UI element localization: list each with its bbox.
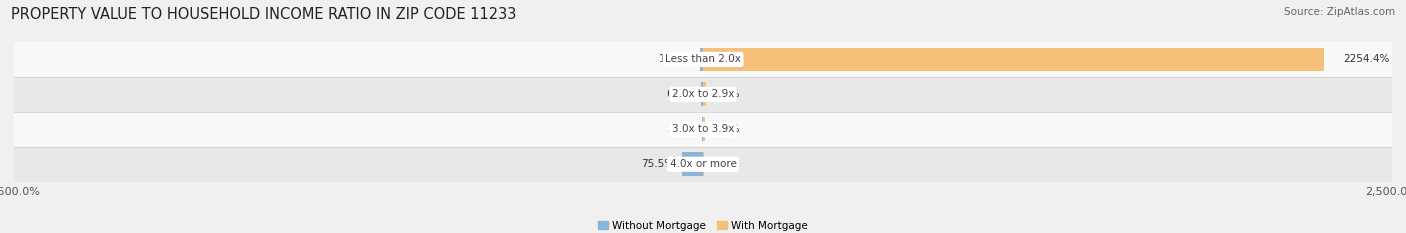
- Text: Source: ZipAtlas.com: Source: ZipAtlas.com: [1284, 7, 1395, 17]
- Text: 2254.4%: 2254.4%: [1343, 55, 1389, 64]
- Bar: [703, 48, 1324, 71]
- Bar: [14, 77, 1392, 112]
- Bar: [703, 117, 704, 141]
- Text: 6.5%: 6.5%: [713, 124, 740, 134]
- Text: PROPERTY VALUE TO HOUSEHOLD INCOME RATIO IN ZIP CODE 11233: PROPERTY VALUE TO HOUSEHOLD INCOME RATIO…: [11, 7, 516, 22]
- Bar: [14, 147, 1392, 182]
- Text: 75.5%: 75.5%: [641, 159, 673, 169]
- Text: 4.3%: 4.3%: [713, 159, 740, 169]
- Legend: Without Mortgage, With Mortgage: Without Mortgage, With Mortgage: [593, 217, 813, 233]
- Bar: [682, 152, 703, 176]
- Text: 3.0x to 3.9x: 3.0x to 3.9x: [672, 124, 734, 134]
- Bar: [702, 82, 703, 106]
- Text: 6.2%: 6.2%: [666, 89, 693, 99]
- Text: 9.2%: 9.2%: [714, 89, 741, 99]
- Text: 10.6%: 10.6%: [659, 55, 692, 64]
- Bar: [703, 82, 706, 106]
- Bar: [700, 48, 703, 71]
- Bar: [14, 112, 1392, 147]
- Text: 2.0x to 2.9x: 2.0x to 2.9x: [672, 89, 734, 99]
- Text: Less than 2.0x: Less than 2.0x: [665, 55, 741, 64]
- Text: 4.0x or more: 4.0x or more: [669, 159, 737, 169]
- Bar: [14, 42, 1392, 77]
- Text: 3.9%: 3.9%: [668, 124, 693, 134]
